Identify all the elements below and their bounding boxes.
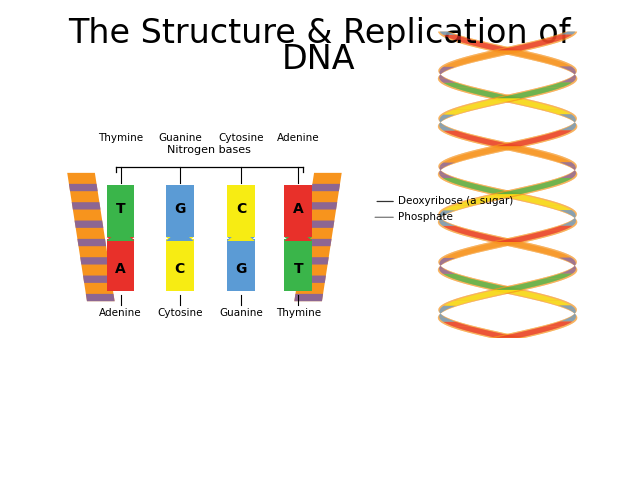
Polygon shape: [77, 239, 106, 246]
Text: C: C: [175, 262, 185, 276]
Text: T: T: [293, 262, 303, 276]
Text: Guanine: Guanine: [219, 308, 263, 318]
Bar: [227, 239, 255, 291]
Polygon shape: [297, 275, 326, 283]
Bar: [166, 185, 193, 237]
Polygon shape: [294, 173, 342, 301]
Polygon shape: [80, 257, 109, 264]
Polygon shape: [311, 184, 340, 191]
Polygon shape: [306, 220, 334, 228]
Text: Thymine: Thymine: [276, 308, 321, 318]
Polygon shape: [294, 294, 323, 301]
Polygon shape: [166, 237, 193, 249]
Polygon shape: [227, 237, 255, 249]
Text: Phosphate: Phosphate: [398, 212, 453, 222]
Text: G: G: [174, 202, 186, 216]
Polygon shape: [166, 229, 193, 241]
Polygon shape: [107, 229, 135, 241]
Text: Adenine: Adenine: [100, 308, 142, 318]
Polygon shape: [67, 173, 115, 301]
Bar: [227, 185, 255, 237]
Text: Nitrogen bases: Nitrogen bases: [167, 145, 251, 155]
Bar: [285, 185, 312, 237]
Polygon shape: [107, 237, 135, 249]
Polygon shape: [69, 184, 98, 191]
Text: A: A: [293, 202, 304, 216]
Bar: [107, 239, 135, 291]
Polygon shape: [285, 237, 312, 249]
Bar: [107, 185, 135, 237]
Text: Adenine: Adenine: [277, 133, 320, 143]
Text: A: A: [115, 262, 126, 276]
Text: Thymine: Thymine: [98, 133, 143, 143]
Text: C: C: [236, 202, 246, 216]
Text: Cytosine: Cytosine: [218, 133, 263, 143]
Text: G: G: [235, 262, 247, 276]
Text: T: T: [115, 202, 125, 216]
Bar: [285, 239, 312, 291]
Bar: [166, 239, 193, 291]
Text: Cytosine: Cytosine: [157, 308, 202, 318]
Text: DNA: DNA: [282, 43, 356, 76]
Polygon shape: [285, 229, 312, 241]
Text: Deoxyribose (a sugar): Deoxyribose (a sugar): [398, 196, 513, 206]
Text: The Structure & Replication of: The Structure & Replication of: [68, 17, 570, 50]
Text: Guanine: Guanine: [158, 133, 202, 143]
Polygon shape: [308, 202, 338, 209]
Polygon shape: [86, 294, 115, 301]
Polygon shape: [300, 257, 329, 264]
Polygon shape: [303, 239, 332, 246]
Polygon shape: [75, 220, 103, 228]
Polygon shape: [83, 275, 112, 283]
Polygon shape: [71, 202, 101, 209]
Polygon shape: [227, 229, 255, 241]
